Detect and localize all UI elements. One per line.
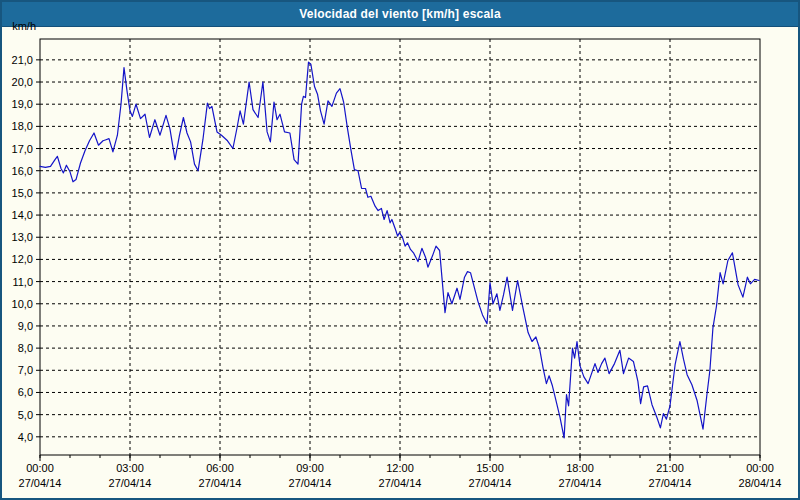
- y-tick-label: 20,0: [12, 76, 33, 88]
- y-tick-label: 18,0: [12, 120, 33, 132]
- x-tick-time-label: 18:00: [566, 462, 594, 474]
- x-tick-date-label: 27/04/14: [649, 477, 692, 489]
- y-tick-label: 17,0: [12, 143, 33, 155]
- y-tick-label: 13,0: [12, 231, 33, 243]
- y-tick-label: 8,0: [18, 342, 33, 354]
- y-tick-label: 21,0: [12, 54, 33, 66]
- y-axis-unit-label: km/h: [12, 20, 36, 32]
- y-tick-label: 14,0: [12, 209, 33, 221]
- x-tick-date-label: 27/04/14: [19, 477, 62, 489]
- x-tick-date-label: 27/04/14: [469, 477, 512, 489]
- x-tick-time-label: 09:00: [296, 462, 324, 474]
- y-tick-label: 15,0: [12, 187, 33, 199]
- y-tick-label: 6,0: [18, 386, 33, 398]
- y-tick-label: 12,0: [12, 253, 33, 265]
- x-tick-date-label: 28/04/14: [739, 477, 782, 489]
- wind-speed-chart: 21,0 20,0 19,0 18,0 17,0 16,0 15,0 14,0 13,0 12,0…: [2, 2, 798, 498]
- y-tick-label: 9,0: [18, 320, 33, 332]
- x-tick-time-label: 15:00: [476, 462, 504, 474]
- y-tick-label: 5,0: [18, 409, 33, 421]
- x-tick-time-label: 06:00: [206, 462, 234, 474]
- chart-window: Velocidad del viento [km/h] escala 21,02…: [0, 0, 800, 500]
- y-tick-label: 10,0: [12, 298, 33, 310]
- x-tick-date-label: 27/04/14: [379, 477, 422, 489]
- y-tick-label: 4,0: [18, 431, 33, 443]
- y-tick-label: 16,0: [12, 165, 33, 177]
- x-tick-time-label: 12:00: [386, 462, 414, 474]
- y-tick-label: 11,0: [12, 276, 33, 288]
- x-tick-date-label: 27/04/14: [109, 477, 152, 489]
- y-tick-label: 7,0: [18, 364, 33, 376]
- x-tick-time-label: 03:00: [116, 462, 144, 474]
- x-tick-time-label: 21:00: [656, 462, 684, 474]
- x-tick-date-label: 27/04/14: [199, 477, 242, 489]
- x-tick-time-label: 00:00: [26, 462, 54, 474]
- y-tick-label: 19,0: [12, 98, 33, 110]
- x-tick-time-label: 00:00: [746, 462, 774, 474]
- x-tick-date-label: 27/04/14: [289, 477, 332, 489]
- x-tick-date-label: 27/04/14: [559, 477, 602, 489]
